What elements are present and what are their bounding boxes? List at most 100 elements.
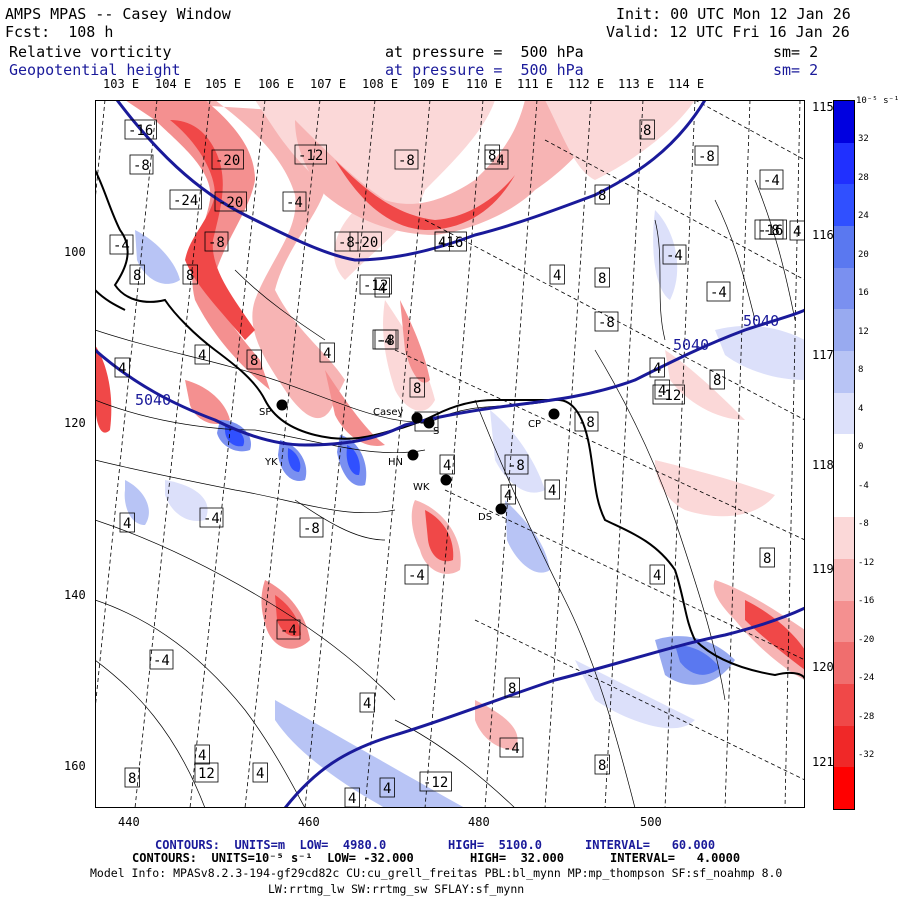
svg-text:-8: -8 — [698, 149, 715, 165]
svg-text:-20: -20 — [215, 153, 240, 169]
vorticity-value-label: -4 — [149, 649, 174, 670]
svg-text:8: 8 — [598, 758, 606, 774]
height-label: 5040 — [135, 391, 171, 409]
vorticity-value-label: -12 — [652, 384, 685, 405]
vorticity-value-label: -8 — [504, 454, 529, 475]
vorticity-contour-interval: INTERVAL= 4.0000 — [610, 851, 741, 865]
vorticity-value-label: 4 — [434, 231, 450, 252]
svg-text:-4: -4 — [710, 285, 727, 301]
svg-text:-4: -4 — [376, 333, 393, 349]
colorbar-level-label: 16 — [858, 288, 869, 298]
svg-text:-8: -8 — [598, 315, 615, 331]
coastline — [95, 169, 805, 681]
field1-smoothing: sm= 2 — [773, 43, 819, 61]
svg-text:DS: DS — [478, 512, 492, 523]
top-longitude-label: 104 E — [155, 77, 192, 91]
vorticity-value-label: -8 — [299, 517, 324, 538]
vorticity-value-label: 12 — [194, 762, 219, 783]
station-wk[interactable]: WK — [413, 474, 452, 494]
station-markers[interactable]: SP Casey S HN WK CP DS YK — [259, 399, 560, 524]
svg-text:8: 8 — [250, 353, 258, 369]
svg-text:8: 8 — [413, 381, 421, 397]
vorticity-value-label: 8 — [759, 547, 775, 568]
forecast-hour: Fcst: 108 h — [5, 23, 114, 41]
svg-text:-20: -20 — [353, 235, 378, 251]
svg-text:12: 12 — [198, 766, 215, 782]
svg-text:-8: -8 — [578, 415, 595, 431]
colorbar-segment — [834, 559, 854, 601]
svg-text:-20: -20 — [218, 195, 243, 211]
valid-time: Valid: 12 UTC Fri 16 Jan 26 — [606, 23, 850, 41]
svg-text:-8: -8 — [398, 153, 415, 169]
vorticity-value-label: 4 — [114, 357, 130, 378]
vorticity-value-label: -4 — [759, 169, 784, 190]
field1-name: Relative vorticity — [9, 43, 172, 61]
svg-text:4: 4 — [323, 346, 331, 362]
svg-text:4: 4 — [198, 348, 206, 364]
svg-text:-12: -12 — [656, 388, 681, 404]
station-sp[interactable]: SP — [259, 399, 288, 419]
svg-text:-12: -12 — [423, 775, 448, 791]
station-casey[interactable]: Casey — [373, 407, 423, 424]
svg-text:4: 4 — [123, 516, 131, 532]
svg-text:S: S — [433, 426, 439, 437]
svg-text:-4: -4 — [280, 623, 297, 639]
colorbar-level-label: 24 — [858, 211, 869, 221]
station-hn[interactable]: HN — [388, 449, 419, 469]
station-ds[interactable]: DS — [478, 503, 507, 524]
vorticity-value-label: 4 — [194, 344, 210, 365]
svg-text:-8: -8 — [508, 458, 525, 474]
vorticity-map[interactable]: 5040 5040 5040 -16-8 -20-24 -20-12-4-8-8 -2… — [95, 100, 805, 808]
station-cp[interactable]: CP — [528, 408, 560, 431]
vorticity-value-label: 8 — [639, 119, 655, 140]
vorticity-value-label: -8 — [759, 219, 784, 240]
colorbar-level-label: -4 — [858, 480, 869, 491]
top-longitude-label: 112 E — [568, 77, 605, 91]
svg-text:4: 4 — [438, 235, 446, 251]
field2-level: at pressure = 500 hPa — [385, 61, 584, 79]
vorticity-value-label: 8 — [484, 144, 500, 165]
vorticity-value-label: 4 — [544, 479, 560, 500]
vorticity-value-label: -20 — [349, 231, 382, 252]
svg-text:-16: -16 — [128, 123, 153, 139]
svg-text:Casey: Casey — [373, 407, 403, 418]
vorticity-value-label: -8 — [129, 154, 154, 175]
colorbar-level-label: 8 — [858, 365, 864, 375]
colorbar — [833, 100, 855, 810]
colorbar-segment — [834, 642, 854, 685]
svg-text:-12: -12 — [298, 148, 323, 164]
svg-text:-4: -4 — [286, 195, 303, 211]
colorbar-segment — [834, 517, 854, 560]
svg-text:8: 8 — [488, 148, 496, 164]
vorticity-value-label: -8 — [374, 329, 399, 350]
model-title: AMPS MPAS -- Casey Window — [5, 5, 231, 23]
vorticity-contour-high: HIGH= 32.000 — [470, 851, 564, 865]
top-longitude-label: 113 E — [618, 77, 655, 91]
latlon-grid — [95, 100, 805, 808]
vorticity-value-label: -4 — [282, 191, 307, 212]
vorticity-value-label: 8 — [409, 377, 425, 398]
y-tick-label: 160 — [64, 759, 86, 773]
negative-vorticity-fill — [95, 100, 805, 750]
svg-text:4: 4 — [363, 696, 371, 712]
vorticity-value-label: -8 — [204, 231, 229, 252]
station-yk[interactable]: YK — [264, 457, 278, 468]
height-contour-interval: INTERVAL= 60.000 — [585, 838, 716, 852]
colorbar-segment — [834, 725, 854, 768]
colorbar-segment — [834, 309, 854, 351]
svg-text:8: 8 — [508, 681, 516, 697]
vorticity-value-label: 4 — [252, 762, 268, 783]
top-longitude-label: 103 E — [103, 77, 140, 91]
svg-text:4: 4 — [383, 781, 391, 797]
svg-text:-4: -4 — [153, 653, 170, 669]
svg-text:SP: SP — [259, 407, 271, 418]
svg-text:-12: -12 — [363, 278, 388, 294]
svg-text:8: 8 — [133, 268, 141, 284]
colorbar-segment — [834, 392, 854, 435]
top-longitude-label: 110 E — [466, 77, 503, 91]
svg-text:-8: -8 — [133, 158, 150, 174]
top-longitude-label: 106 E — [258, 77, 295, 91]
model-info-2: LW:rrtmg_lw SW:rrtmg_sw SFLAY:sf_mynn — [268, 882, 525, 896]
svg-text:-4: -4 — [666, 248, 683, 264]
station-s[interactable]: S — [423, 417, 440, 438]
